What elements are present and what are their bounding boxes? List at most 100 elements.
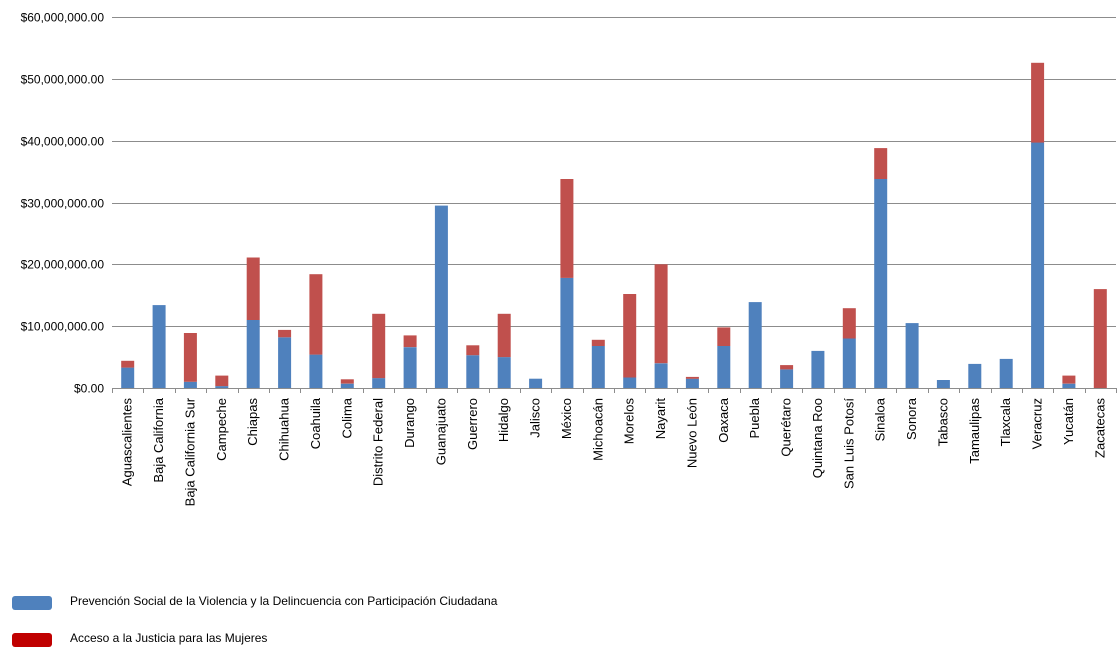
y-tick-label: $30,000,000.00 xyxy=(21,197,105,211)
bar-segment-prevencion xyxy=(905,323,919,388)
bar-segment-acceso xyxy=(780,365,794,370)
bar-segment-acceso xyxy=(560,179,574,278)
legend-swatch-acceso xyxy=(12,633,52,647)
bar-segment-prevencion xyxy=(403,347,417,388)
x-tick-label: Nuevo León xyxy=(684,398,699,468)
bar-segment-prevencion xyxy=(1062,383,1076,388)
bar-segment-acceso xyxy=(623,294,637,378)
x-tick-label: Guanajuato xyxy=(433,398,448,465)
bar-segment-prevencion xyxy=(1031,142,1045,388)
bar-segment-prevencion xyxy=(842,338,856,388)
bar-segment-prevencion xyxy=(936,380,950,388)
bar-segment-acceso xyxy=(717,327,731,346)
bar-segment-prevencion xyxy=(246,320,260,388)
bars xyxy=(121,62,1107,388)
bar-segment-prevencion xyxy=(780,369,794,388)
x-tick-label: Baja California Sur xyxy=(182,397,197,506)
bar-segment-acceso xyxy=(1031,62,1045,143)
bar-segment-acceso xyxy=(466,345,480,356)
bar-segment-prevencion xyxy=(717,346,731,388)
bar-segment-acceso xyxy=(215,375,229,387)
y-axis-tick-labels: $0.00 $10,000,000.00 $20,000,000.00 $30,000… xyxy=(21,11,105,396)
x-tick-label: Colima xyxy=(339,397,354,438)
bar-segment-acceso xyxy=(842,308,856,339)
x-tick-label: Querétaro xyxy=(779,398,794,457)
y-tick-label: $60,000,000.00 xyxy=(21,11,105,25)
bar-segment-acceso xyxy=(309,274,323,355)
legend-label-acceso: Acceso a la Justicia para las Mujeres xyxy=(70,631,268,645)
bar-segment-prevencion xyxy=(215,386,229,388)
bar-segment-acceso xyxy=(372,313,386,379)
bar-segment-prevencion xyxy=(811,350,825,388)
bar-segment-acceso xyxy=(1093,289,1107,388)
y-tick-label: $20,000,000.00 xyxy=(21,258,105,272)
bar-segment-acceso xyxy=(497,313,511,358)
y-tick-label: $0.00 xyxy=(74,382,104,396)
gridlines xyxy=(112,17,1116,327)
bar-segment-acceso xyxy=(1062,375,1076,384)
x-tick-label: Sonora xyxy=(904,397,919,440)
y-tick-label: $50,000,000.00 xyxy=(21,73,105,87)
x-tick-label: México xyxy=(559,398,574,439)
bar-segment-acceso xyxy=(685,376,699,379)
bar-segment-prevencion xyxy=(529,378,543,388)
legend-label-prevencion: Prevención Social de la Violencia y la D… xyxy=(70,594,498,608)
bar-segment-acceso xyxy=(591,339,605,346)
bar-segment-prevencion xyxy=(999,358,1013,388)
bar-segment-prevencion xyxy=(340,383,354,388)
bar-segment-prevencion xyxy=(372,378,386,388)
x-tick-label: Michoacán xyxy=(590,398,605,461)
bar-segment-prevencion xyxy=(591,346,605,388)
x-tick-label: San Luis Potosí xyxy=(841,398,856,489)
bar-segment-prevencion xyxy=(874,179,888,388)
bar-segment-prevencion xyxy=(278,337,292,388)
x-tick-label: Morelos xyxy=(622,398,637,445)
x-tick-label: Tlaxcala xyxy=(998,397,1013,446)
stacked-bar-chart: $0.00 $10,000,000.00 $20,000,000.00 $30,000… xyxy=(21,11,1117,506)
bar-segment-prevencion xyxy=(748,302,762,388)
x-tick-label: Durango xyxy=(402,398,417,448)
bar-segment-prevencion xyxy=(685,378,699,388)
y-tick-label: $40,000,000.00 xyxy=(21,135,105,149)
y-tick-label: $10,000,000.00 xyxy=(21,320,105,334)
x-tick-label: Campeche xyxy=(214,398,229,461)
bar-segment-acceso xyxy=(183,333,197,382)
x-tick-label: Baja California xyxy=(151,397,166,482)
bar-segment-acceso xyxy=(246,257,260,320)
bar-segment-prevencion xyxy=(152,305,166,388)
bar-segment-prevencion xyxy=(968,363,982,388)
x-tick-label: Puebla xyxy=(747,397,762,438)
bar-segment-acceso xyxy=(874,148,888,179)
x-tick-label: Chihuahua xyxy=(277,397,292,461)
bar-segment-prevencion xyxy=(309,354,323,388)
x-tick-label: Tamaulipas xyxy=(967,397,982,463)
x-tick-label: Distrito Federal xyxy=(371,398,386,486)
bar-segment-acceso xyxy=(403,335,417,348)
bar-segment-acceso xyxy=(654,264,668,364)
x-tick-label: Quintana Roo xyxy=(810,398,825,478)
bar-segment-prevencion xyxy=(183,381,197,388)
x-axis xyxy=(112,388,1117,393)
x-tick-label: Nayarit xyxy=(653,398,668,440)
legend-swatch-prevencion xyxy=(12,596,52,610)
x-tick-label: Chiapas xyxy=(245,398,260,446)
x-axis-tick-labels: Aguascalientes Baja California Baja Califo… xyxy=(120,397,1108,506)
x-tick-label: Coahuila xyxy=(308,397,323,449)
bar-segment-acceso xyxy=(340,379,354,384)
bar-segment-prevencion xyxy=(497,357,511,388)
x-tick-label: Zacatecas xyxy=(1092,397,1107,457)
bar-segment-acceso xyxy=(278,329,292,338)
x-tick-label: Yucatán xyxy=(1061,398,1076,445)
bar-segment-prevencion xyxy=(466,355,480,388)
bar-segment-prevencion xyxy=(623,377,637,388)
bar-segment-acceso xyxy=(121,360,135,368)
x-tick-label: Hidalgo xyxy=(496,398,511,442)
x-tick-label: Tabasco xyxy=(935,398,950,446)
bar-segment-prevencion xyxy=(121,367,135,388)
bar-segment-prevencion xyxy=(560,277,574,388)
x-tick-label: Veracruz xyxy=(1030,398,1045,449)
x-tick-label: Aguascalientes xyxy=(120,398,135,487)
bar-segment-prevencion xyxy=(654,363,668,388)
x-tick-label: Guerrero xyxy=(465,398,480,450)
x-tick-label: Jalisco xyxy=(528,398,543,438)
